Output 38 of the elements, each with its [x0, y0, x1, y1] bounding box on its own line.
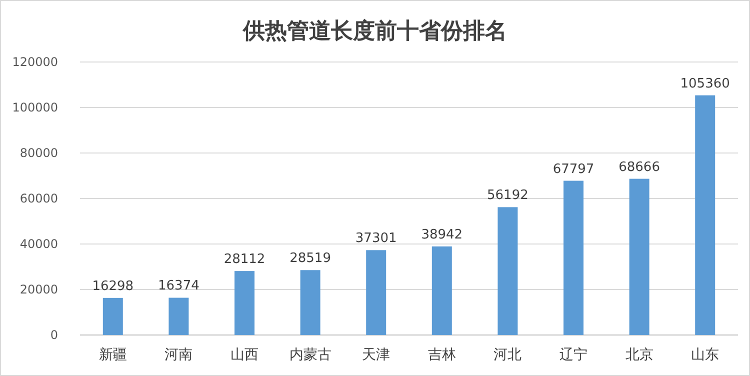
bar — [629, 178, 650, 335]
data-label: 16298 — [92, 278, 134, 294]
bar — [102, 298, 123, 335]
bar — [564, 180, 584, 335]
bar — [366, 250, 386, 335]
x-tick-label: 内蒙古 — [289, 347, 332, 363]
data-label: 37301 — [355, 231, 397, 246]
y-tick-label: 40000 — [20, 237, 58, 251]
data-label: 16374 — [158, 278, 200, 294]
data-label: 38942 — [421, 227, 463, 242]
bar — [695, 95, 716, 335]
data-label: 28112 — [224, 252, 266, 268]
x-tick-label: 河南 — [164, 347, 193, 363]
bar — [168, 298, 189, 335]
x-tick-label: 山西 — [230, 347, 258, 363]
x-tick-label: 河北 — [494, 347, 522, 363]
data-label: 56192 — [487, 188, 528, 204]
x-tick-label: 天津 — [362, 347, 390, 363]
x-tick-label: 吉林 — [428, 347, 456, 363]
data-label: 68666 — [618, 160, 660, 175]
bar — [432, 246, 452, 335]
data-label: 105360 — [680, 76, 730, 92]
y-tick-label: 80000 — [20, 146, 58, 160]
data-label: 28519 — [290, 251, 331, 266]
bar — [234, 271, 254, 335]
y-tick-label: 120000 — [12, 55, 58, 69]
y-tick-label: 20000 — [20, 282, 58, 296]
y-tick-label: 100000 — [12, 100, 58, 114]
bar — [498, 207, 518, 335]
x-tick-label: 山东 — [691, 347, 720, 363]
y-tick-label: 0 — [50, 328, 58, 342]
x-tick-label: 辽宁 — [560, 347, 588, 363]
y-tick-label: 60000 — [20, 192, 58, 206]
x-tick-label: 新疆 — [98, 347, 127, 363]
bar — [300, 270, 320, 335]
chart-title: 供热管道长度前十省份排名 — [242, 18, 507, 44]
data-label: 67797 — [552, 162, 594, 177]
x-tick-label: 北京 — [625, 347, 654, 363]
